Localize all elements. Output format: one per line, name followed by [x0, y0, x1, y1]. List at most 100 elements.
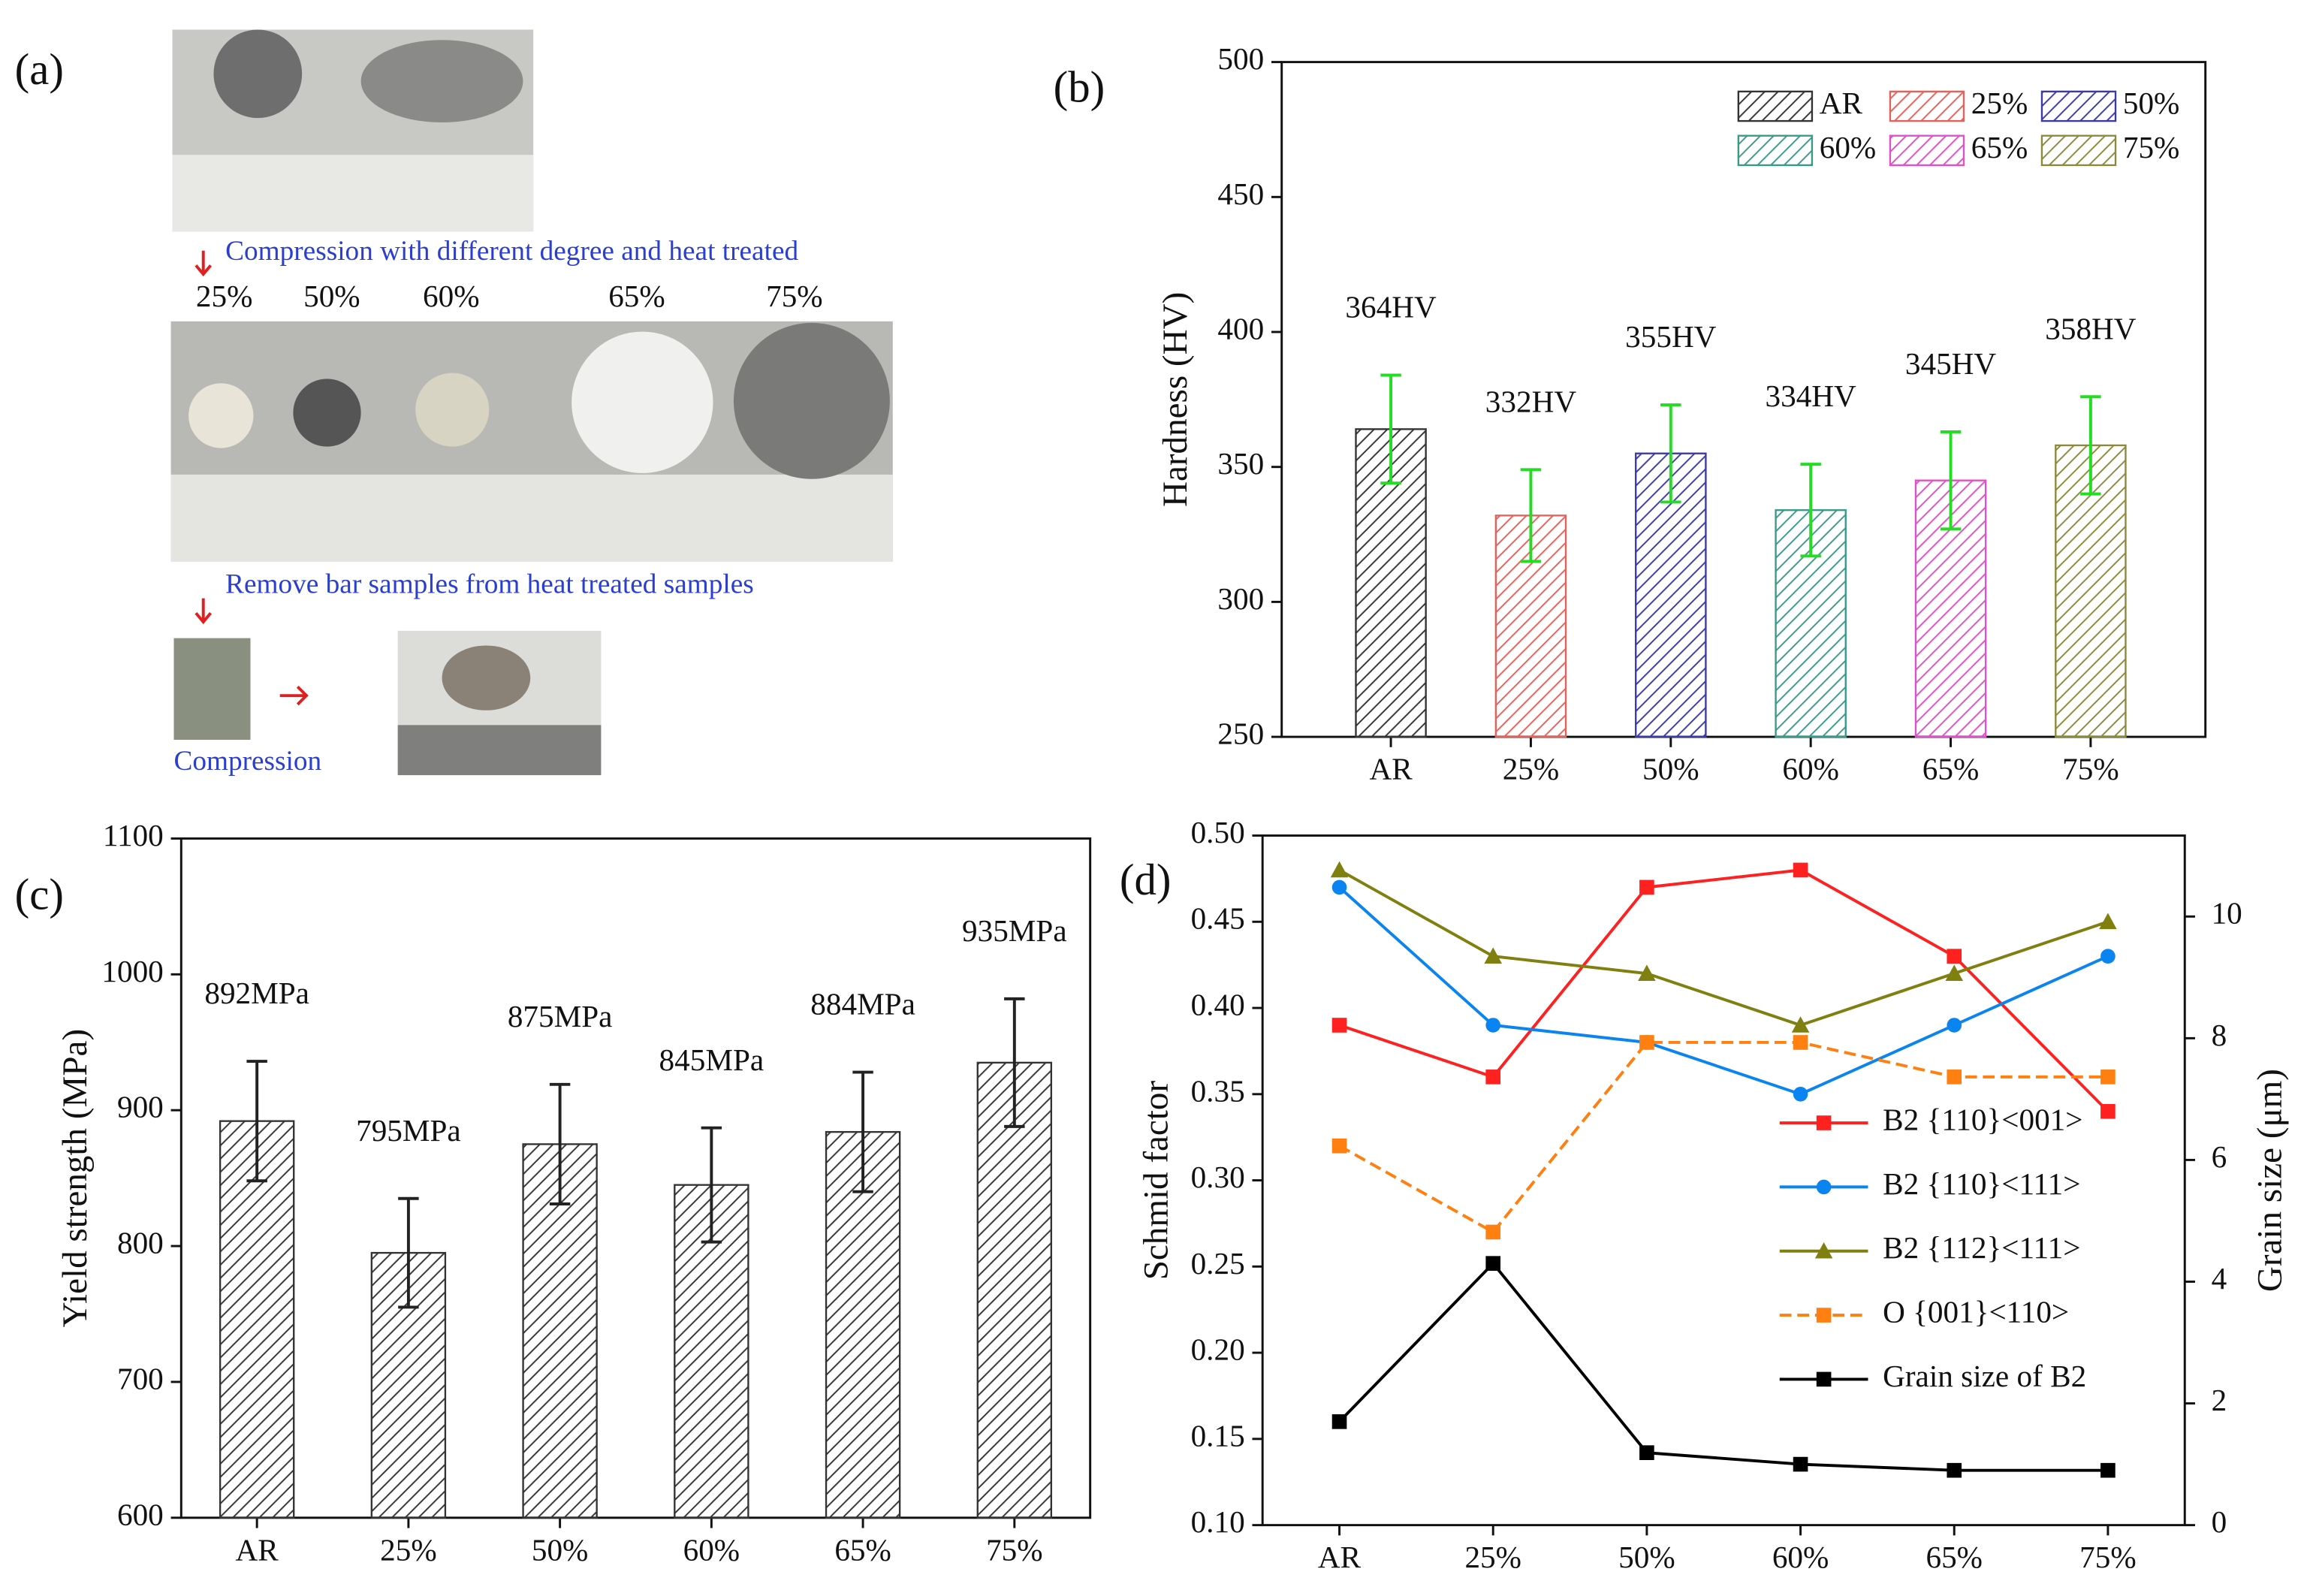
x-tick-label: 60% — [683, 1532, 740, 1567]
y-tick-label: 0.50 — [1191, 815, 1245, 849]
marker — [1638, 964, 1656, 981]
photo-sample — [571, 331, 713, 473]
y-tick-label: 900 — [117, 1090, 164, 1124]
value-label: 364HV — [1345, 290, 1437, 324]
legend-label: O {001}<110> — [1883, 1295, 2069, 1329]
legend-swatch — [1737, 134, 1814, 167]
degree-label: 75% — [766, 279, 823, 313]
value-label: 875MPa — [508, 999, 613, 1033]
marker — [1947, 1070, 1962, 1085]
error-bar — [1940, 430, 1962, 531]
photo-sample — [188, 383, 254, 448]
arrow — [195, 598, 213, 625]
value-label: 355HV — [1625, 319, 1717, 354]
marker — [1793, 1087, 1808, 1102]
x-tick-label: 50% — [1642, 752, 1699, 786]
arrow — [279, 686, 309, 706]
y-tick-label: 0.45 — [1191, 901, 1245, 936]
y-tick-label: 500 — [1217, 41, 1264, 76]
marker — [2100, 1103, 2115, 1119]
error-bar — [1380, 373, 1401, 485]
y-tick-label: 0.40 — [1191, 988, 1245, 1022]
marker — [1484, 947, 1502, 964]
degree-label: 60% — [423, 279, 480, 313]
legend-swatch — [2040, 90, 2117, 122]
value-label: 345HV — [1905, 346, 1997, 381]
legend-label: Grain size of B2 — [1883, 1359, 2086, 1393]
legend-marker — [1816, 1371, 1832, 1387]
value-label: 884MPa — [810, 987, 915, 1021]
value-label: 334HV — [1766, 379, 1857, 413]
panel-label: (b) — [1054, 62, 1105, 111]
panel-label: (d) — [1120, 855, 1172, 904]
step-text: Compression with different degree and he… — [225, 236, 798, 267]
degree-label: 65% — [608, 279, 665, 313]
legend-label: AR — [1820, 86, 1863, 120]
y2-tick-label: 4 — [2212, 1261, 2227, 1296]
chart: (b) 250 300 350 400 450 500 Hardness (HV) AR 25% 5… — [1054, 41, 2207, 786]
marker — [1331, 879, 1347, 895]
legend-swatch — [1737, 90, 1814, 122]
y-tick-label: 0.30 — [1191, 1160, 1245, 1194]
y-tick-label: 0.10 — [1191, 1504, 1245, 1539]
x-tick-label: 50% — [1618, 1540, 1675, 1574]
y-tick-label: 0.35 — [1191, 1073, 1245, 1108]
x-tick-label: 65% — [1926, 1540, 1982, 1574]
marker — [1639, 879, 1654, 895]
marker — [1947, 949, 1962, 964]
marker — [1485, 1018, 1501, 1033]
degree-label: 50% — [303, 279, 360, 313]
legend-label: 65% — [1971, 130, 2028, 164]
x-tick-label: 60% — [1782, 752, 1839, 786]
x-tick-label: 65% — [834, 1532, 891, 1567]
photo-sample — [360, 40, 523, 123]
photo-bar — [173, 638, 251, 741]
y2-tick-label: 6 — [2212, 1139, 2227, 1174]
y-tick-label: 400 — [1217, 311, 1264, 345]
error-bar — [852, 1070, 873, 1193]
y-axis-label: Yield strength (MPa) — [56, 1029, 95, 1327]
legend-swatch — [1889, 90, 1965, 122]
marker — [1485, 1256, 1501, 1271]
x-tick-label: AR — [1318, 1540, 1362, 1574]
marker — [1791, 1016, 1810, 1033]
error-bar — [1520, 468, 1542, 563]
value-label: 892MPa — [204, 976, 309, 1010]
x-tick-label: AR — [1369, 752, 1413, 786]
bar — [825, 1130, 901, 1519]
legend-label: B2 {110}<111> — [1883, 1166, 2080, 1201]
error-bar — [398, 1196, 419, 1309]
y-tick-label: 250 — [1217, 717, 1264, 751]
photo-sample — [293, 379, 361, 447]
legend-marker — [1814, 1242, 1833, 1259]
legend-label: 60% — [1820, 130, 1877, 164]
bar — [522, 1143, 598, 1519]
value-label: 845MPa — [659, 1042, 764, 1077]
legend-label: B2 {110}<001> — [1883, 1103, 2082, 1137]
photo-sample — [415, 373, 490, 447]
x-tick-label: 25% — [380, 1532, 437, 1567]
y-tick-label: 0.20 — [1191, 1332, 1245, 1367]
y-tick-label: 450 — [1217, 176, 1264, 211]
marker — [2099, 913, 2117, 930]
y-tick-label: 1000 — [101, 954, 163, 988]
legend-label: 75% — [2123, 130, 2180, 164]
error-bar — [246, 1060, 267, 1183]
line — [1338, 1261, 2108, 1472]
legend-marker — [1816, 1308, 1832, 1323]
x-tick-label: 75% — [2062, 752, 2119, 786]
step-text: Compression — [173, 746, 321, 777]
marker — [1639, 1445, 1654, 1460]
photo-sample — [213, 29, 303, 119]
x-tick-label: 60% — [1772, 1540, 1829, 1574]
x-tick-label: 75% — [2079, 1540, 2137, 1574]
bar — [976, 1061, 1053, 1519]
value-label: 795MPa — [356, 1113, 461, 1148]
y-axis-label: Schmid factor — [1137, 1081, 1176, 1281]
y-tick-label: 700 — [117, 1361, 164, 1395]
y2-tick-label: 0 — [2212, 1504, 2227, 1539]
panel-label: (c) — [15, 870, 64, 919]
y2-axis-label: Grain size (μm) — [2251, 1069, 2290, 1292]
y2-tick-label: 8 — [2212, 1018, 2227, 1052]
